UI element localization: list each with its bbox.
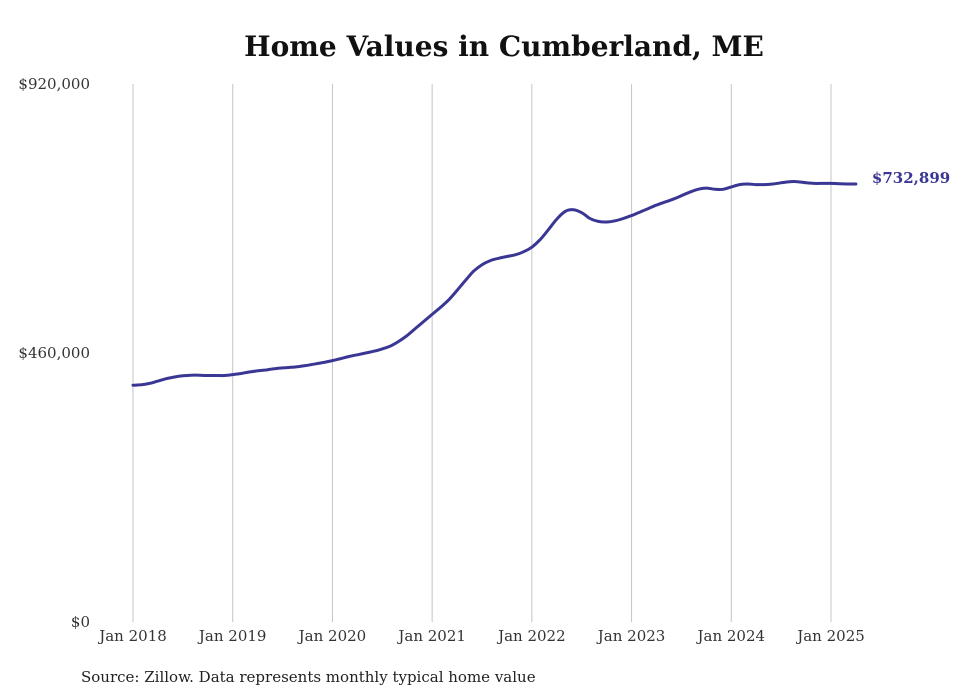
y-tick-label: $460,000 — [18, 344, 90, 362]
line-chart: $0$460,000$920,000 Jan 2018 Jan 2019 Jan 2… — [18, 75, 950, 645]
x-tick-label: Jan 2023 — [596, 627, 666, 645]
x-tick-label: Jan 2020 — [297, 627, 367, 645]
end-label-layer: $732,899 — [872, 169, 950, 187]
x-tick-label: Jan 2022 — [496, 627, 566, 645]
y-tick-label: $920,000 — [18, 75, 90, 93]
end-value-label: $732,899 — [872, 169, 950, 187]
y-axis-ticks: $0 $460,000 $920,000 — [18, 75, 90, 631]
gridlines — [132, 84, 832, 622]
x-tick-label: Jan 2019 — [197, 627, 267, 645]
x-tick-label: Jan 2024 — [696, 627, 766, 645]
x-tick-label: Jan 2025 — [795, 627, 865, 645]
y-tick-label: $0 — [71, 613, 90, 631]
source-note: Source: Zillow. Data represents monthly … — [81, 668, 536, 686]
series-line — [131, 180, 858, 387]
x-tick-label: Jan 2021 — [396, 627, 466, 645]
x-tick-label: Jan 2018 — [97, 627, 167, 645]
chart-title: Home Values in Cumberland, ME — [244, 30, 764, 63]
series-line-layer — [131, 180, 858, 387]
x-axis-ticks: Jan 2018 Jan 2019 Jan 2020 Jan 2021 Jan 2022… — [97, 627, 865, 645]
